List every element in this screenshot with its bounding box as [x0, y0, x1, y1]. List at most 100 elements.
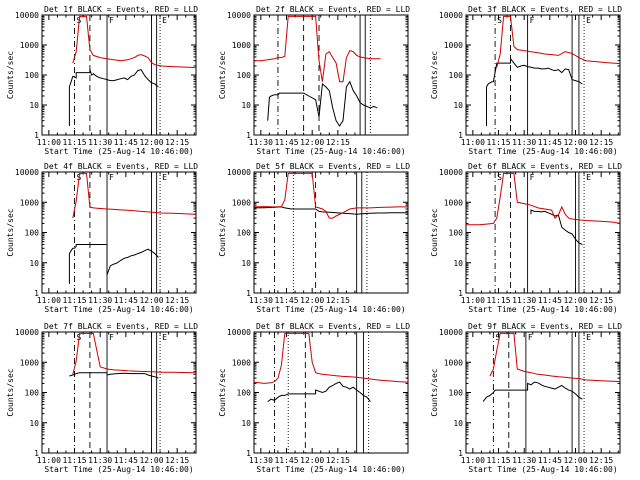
x-tick-label: 11:15 — [486, 456, 510, 465]
panel-det-1: Det 1f BLACK = Events, RED = LLD 1 10 100 10… — [6, 5, 198, 156]
panel-det-5: Det 5f BLACK = Events, RED = LLD 1 10 100 10… — [218, 162, 410, 314]
y-tick-label: 1 — [458, 289, 463, 298]
plot-frame — [41, 171, 197, 294]
y-tick-label: 1 — [34, 289, 39, 298]
x-tick-label: 12:00 — [139, 138, 163, 147]
y-tick-label: 1 — [34, 131, 39, 140]
y-axis-label: Counts/sec — [218, 368, 227, 416]
x-tick-label: 11:15 — [62, 456, 86, 465]
y-tick-label: 10000 — [15, 168, 39, 177]
y-tick-label: 10 — [241, 259, 251, 268]
series-line-lld — [489, 332, 620, 383]
plot-frame — [253, 14, 409, 136]
y-tick-label: 1 — [246, 449, 251, 458]
x-axis-label: Start Time (25-Aug-14 10:46:00) — [44, 305, 193, 314]
x-tick-label: 11:00 — [37, 138, 61, 147]
x-tick-label: 11:15 — [62, 296, 86, 305]
series-line-lld — [466, 172, 620, 226]
y-tick-label: 10000 — [439, 11, 463, 20]
x-tick-label: 11:00 — [37, 296, 61, 305]
interval-marker-label: E — [162, 173, 167, 182]
x-tick-label: 12:15 — [589, 456, 613, 465]
series-line-events — [254, 206, 408, 215]
y-axis-label: Counts/sec — [218, 51, 227, 99]
y-tick-label: 1000 — [444, 41, 463, 50]
y-tick-label: 10000 — [227, 11, 251, 20]
x-tick-label: 11:00 — [461, 296, 485, 305]
panel-det-6: Det 6f BLACK = Events, RED = LLD 1 10 100 10… — [430, 162, 622, 314]
x-tick-label: 12:15 — [589, 138, 613, 147]
interval-marker-label: E — [162, 333, 167, 342]
x-tick-label: 11:45 — [114, 296, 138, 305]
x-tick-label: 11:00 — [461, 138, 485, 147]
x-tick-label: 11:15 — [62, 138, 86, 147]
panel-title: Det 4f BLACK = Events, RED = LLD — [44, 162, 198, 171]
y-axis-label: Counts/sec — [430, 368, 439, 416]
x-axis-label: Start Time (25-Aug-14 10:46:00) — [468, 305, 617, 314]
series-line-events — [530, 209, 583, 245]
x-axis-label: Start Time (25-Aug-14 10:46:00) — [44, 147, 193, 156]
y-tick-label: 100 — [25, 71, 40, 80]
y-tick-label: 10 — [453, 101, 463, 110]
panel-title: Det 1f BLACK = Events, RED = LLD — [44, 5, 198, 14]
x-tick-label: 12:00 — [300, 296, 324, 305]
y-tick-label: 1000 — [20, 198, 39, 207]
series-line-events — [69, 372, 159, 379]
series-line-events — [267, 381, 371, 403]
x-tick-label: 12:00 — [563, 296, 587, 305]
x-tick-label: 11:15 — [486, 138, 510, 147]
plot-frame — [465, 171, 621, 294]
y-tick-label: 10000 — [227, 168, 251, 177]
series-line-lld — [72, 332, 196, 375]
x-tick-label: 11:45 — [114, 138, 138, 147]
interval-marker-label: S — [495, 333, 500, 342]
y-tick-label: 10000 — [439, 168, 463, 177]
x-tick-label: 11:45 — [538, 138, 562, 147]
y-axis-label: Counts/sec — [6, 208, 15, 256]
x-tick-label: 11:30 — [88, 456, 112, 465]
plot-frame — [253, 331, 409, 454]
y-tick-label: 10000 — [227, 328, 251, 337]
panel-det-3: Det 3f BLACK = Events, RED = LLD 1 10 100 10… — [430, 5, 622, 156]
x-tick-label: 12:00 — [139, 456, 163, 465]
series-line-events — [267, 80, 378, 127]
interval-marker-label: F — [109, 333, 114, 342]
panel-title: Det 7f BLACK = Events, RED = LLD — [44, 322, 198, 331]
x-tick-label: 11:45 — [274, 296, 298, 305]
panel-title: Det 5f BLACK = Events, RED = LLD — [256, 162, 410, 171]
panel-det-8: Det 8f BLACK = Events, RED = LLD 1 10 100 10… — [218, 322, 410, 474]
y-tick-label: 100 — [449, 389, 464, 398]
interval-marker-label: F — [109, 173, 114, 182]
y-tick-label: 100 — [237, 71, 252, 80]
x-tick-label: 11:30 — [88, 296, 112, 305]
x-tick-label: 11:45 — [538, 296, 562, 305]
x-tick-label: 11:00 — [461, 456, 485, 465]
y-tick-label: 10 — [453, 259, 463, 268]
x-tick-label: 12:15 — [326, 296, 350, 305]
interval-marker-label: E — [586, 173, 591, 182]
x-axis-label: Start Time (25-Aug-14 10:46:00) — [256, 465, 405, 474]
y-tick-label: 1000 — [444, 358, 463, 367]
panel-title: Det 8f BLACK = Events, RED = LLD — [256, 322, 410, 331]
x-tick-label: 12:00 — [300, 456, 324, 465]
y-axis-label: Counts/sec — [218, 208, 227, 256]
y-tick-label: 10000 — [439, 328, 463, 337]
x-axis-label: Start Time (25-Aug-14 10:46:00) — [44, 465, 193, 474]
panel-det-4: Det 4f BLACK = Events, RED = LLD 1 10 100 10… — [6, 162, 198, 314]
panel-title: Det 9f BLACK = Events, RED = LLD — [468, 322, 622, 331]
series-line-events — [482, 381, 583, 402]
x-tick-label: 12:15 — [589, 296, 613, 305]
x-tick-label: 11:30 — [512, 296, 536, 305]
y-tick-label: 100 — [449, 71, 464, 80]
series-line-lld — [72, 15, 196, 69]
panel-title: Det 6f BLACK = Events, RED = LLD — [468, 162, 622, 171]
y-tick-label: 100 — [237, 389, 252, 398]
panel-det-7: Det 7f BLACK = Events, RED = LLD 1 10 100 10… — [6, 322, 198, 474]
plot-frame — [41, 331, 197, 454]
series-line-lld — [254, 172, 408, 219]
interval-marker-label: E — [586, 333, 591, 342]
x-axis-label: Start Time (25-Aug-14 10:46:00) — [256, 147, 405, 156]
interval-marker-label: F — [530, 173, 535, 182]
y-tick-label: 1 — [34, 449, 39, 458]
